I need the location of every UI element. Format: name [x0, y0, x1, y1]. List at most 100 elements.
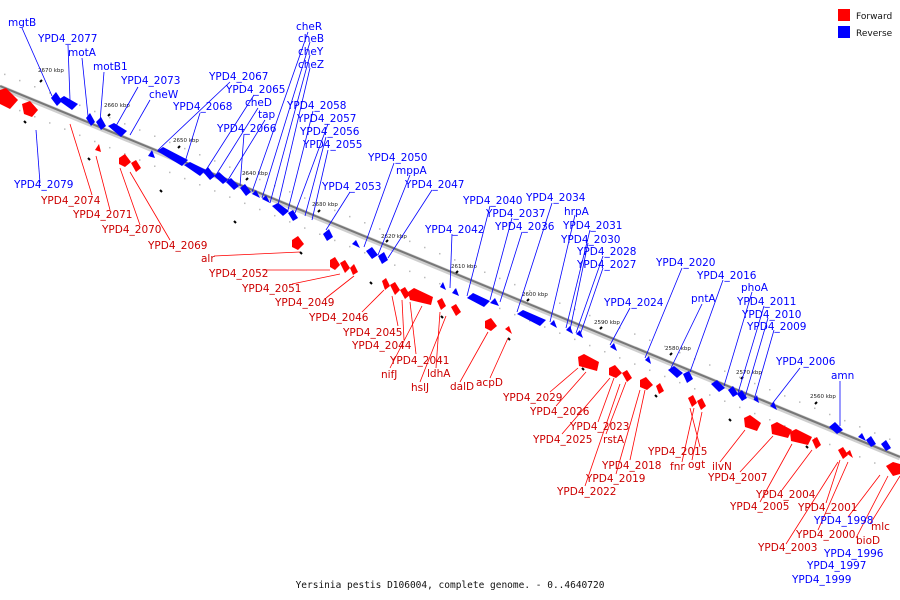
- track-dot: [289, 221, 291, 223]
- gene-label-forward: YPD4_2041: [389, 355, 449, 367]
- gene-label-forward: YPD4_2022: [556, 486, 616, 498]
- gene-block: [683, 371, 693, 383]
- track-dot: [754, 382, 756, 385]
- gene-label-forward: mlc: [871, 521, 890, 533]
- track-dot: [34, 86, 36, 88]
- gene-label-reverse: YPD4_2028: [576, 246, 636, 258]
- gene-label-reverse: YPD4_2065: [225, 84, 285, 96]
- track-dot: [244, 202, 246, 205]
- track-dot: [814, 407, 816, 410]
- gene-label-forward: YPD4_2074: [40, 195, 101, 207]
- gene-block: [505, 326, 512, 334]
- track-dot: [874, 462, 876, 464]
- genome-axis-line: [0, 85, 900, 458]
- gene-label-forward: ogt: [688, 459, 705, 471]
- gene-block: [697, 398, 706, 410]
- kbp-ticks: 2670 kbp 2660 kbp 2650 kbp 2640 kbp 2630…: [38, 68, 836, 400]
- track-dot: [709, 364, 711, 366]
- gene-label-forward: ldhA: [427, 368, 451, 380]
- track-dot: [754, 412, 756, 415]
- gene-label-reverse: amn: [831, 370, 854, 382]
- gene-block: [366, 247, 378, 259]
- track-dot: [424, 276, 426, 279]
- track-dot: [199, 184, 201, 186]
- gene-label-forward: fnr: [670, 461, 685, 473]
- gene-block: [108, 123, 127, 137]
- gene-block: [609, 365, 622, 378]
- gene-block: [0, 88, 18, 109]
- gene-label-reverse: YPD4_2030: [560, 234, 620, 246]
- gene-label-reverse: YPD4_2053: [321, 181, 381, 193]
- gene-label-reverse: hrpA: [564, 206, 590, 218]
- gene-label-forward: alr: [201, 253, 215, 265]
- gene-block: [131, 160, 141, 172]
- track-dot: [529, 320, 531, 322]
- gene-label-reverse: cheD: [245, 97, 272, 109]
- track-dot: [544, 326, 546, 328]
- gene-label-forward: YPD4_2051: [241, 283, 301, 295]
- gene-label-forward: YPD4_2025: [532, 434, 592, 446]
- track-dot: [769, 388, 771, 391]
- forward-genes: [0, 88, 900, 476]
- gene-label-reverse: YPD4_2037: [485, 208, 545, 220]
- gene-label-reverse: YPD4_2068: [172, 101, 232, 113]
- gene-block: [668, 366, 683, 378]
- gene-block: [858, 433, 866, 441]
- gene-label-forward: YPD4_1999: [791, 574, 851, 586]
- track-dot: [334, 239, 336, 242]
- track-dot: [304, 197, 306, 199]
- track-dot: [379, 228, 381, 230]
- gene-block: [812, 437, 821, 449]
- kbp-tick: 2610 kbp: [451, 264, 477, 270]
- kbp-tick: 2630 kbp: [312, 202, 338, 208]
- kbp-tick: 2670 kbp: [38, 68, 64, 74]
- track-dot: [859, 456, 861, 458]
- gene-label-reverse: YPD4_2034: [525, 192, 586, 204]
- gene-block: [214, 172, 228, 184]
- track-dot: [829, 413, 831, 416]
- gene-block: [886, 462, 900, 476]
- track-dot: [94, 140, 96, 143]
- gene-label-forward: YPD4_2019: [585, 473, 645, 485]
- gene-label-forward: YPD4_2007: [707, 472, 767, 484]
- gene-label-reverse: YPD4_2040: [462, 195, 522, 207]
- gene-block: [330, 257, 340, 270]
- gene-block: [790, 429, 812, 445]
- gene-block: [252, 190, 260, 198]
- gene-label-forward: hslJ: [411, 382, 429, 394]
- gene-label-reverse: YPD4_2047: [404, 179, 464, 191]
- track-dot: [289, 191, 291, 193]
- track-dot: [664, 375, 666, 378]
- gene-block: [240, 184, 251, 196]
- track-dot: [664, 345, 666, 348]
- gene-block: [566, 326, 573, 334]
- gene-label-forward: YPD4_2052: [208, 268, 268, 280]
- gene-label-forward: YPD4_2045: [342, 327, 402, 339]
- gene-block: [656, 383, 664, 394]
- track-dot: [544, 296, 546, 298]
- legend-swatch-reverse: [838, 26, 850, 38]
- gene-block: [262, 195, 270, 203]
- gene-label-forward: YPD4_2069: [147, 240, 207, 252]
- gene-label-forward: YPD4_2000: [795, 529, 855, 541]
- track-dot: [514, 283, 516, 286]
- gene-block: [390, 282, 400, 295]
- gene-block: [846, 450, 853, 458]
- gene-block: [610, 343, 617, 351]
- gene-label-forward: YPD4_2004: [755, 489, 816, 501]
- gene-label-forward: rstA: [603, 434, 625, 446]
- gene-label-forward: YPD4_2046: [308, 312, 369, 324]
- gene-block: [744, 415, 761, 431]
- gene-block: [711, 380, 725, 392]
- track-dot: [154, 165, 156, 167]
- track-dot: [124, 123, 126, 125]
- gene-label-forward: YPD4_2070: [101, 224, 161, 236]
- track-dot: [634, 363, 636, 365]
- gene-block: [288, 210, 298, 221]
- gene-block: [829, 422, 843, 434]
- track-dot: [574, 338, 576, 341]
- gene-block: [95, 144, 101, 152]
- gene-label-reverse: YPD4_2057: [296, 113, 356, 125]
- track-dot: [559, 332, 561, 334]
- track-dot: [94, 110, 96, 113]
